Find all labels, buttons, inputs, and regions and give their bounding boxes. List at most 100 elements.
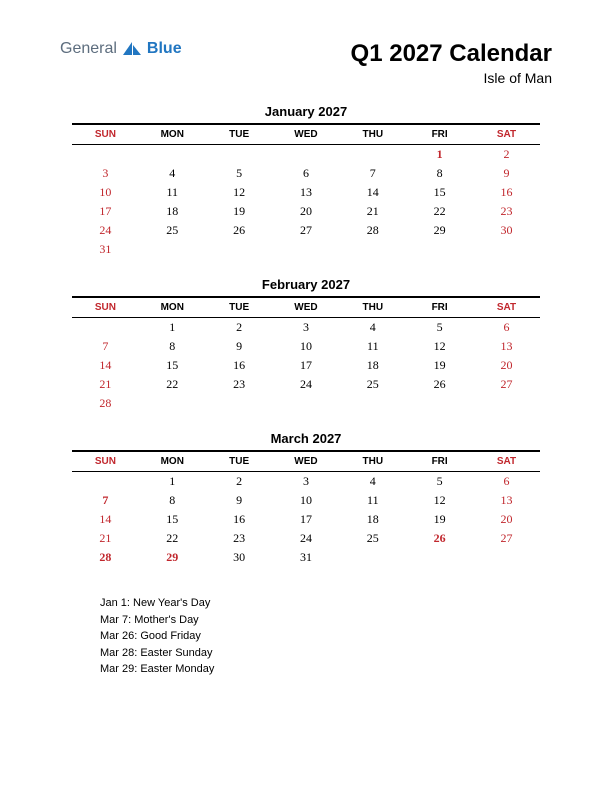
day-cell: 7 <box>72 337 139 356</box>
day-cell: 6 <box>273 164 340 183</box>
day-cell: 18 <box>339 510 406 529</box>
day-cell: 19 <box>206 202 273 221</box>
day-cell: 11 <box>339 491 406 510</box>
day-header: SAT <box>473 297 540 318</box>
day-cell: 23 <box>206 375 273 394</box>
empty-cell <box>206 145 273 165</box>
holiday-list: Jan 1: New Year's DayMar 7: Mother's Day… <box>0 585 612 678</box>
title-block: Q1 2027 Calendar Isle of Man <box>351 40 552 86</box>
holiday-item: Mar 29: Easter Monday <box>100 661 612 678</box>
day-cell: 9 <box>206 337 273 356</box>
header: General Blue Q1 2027 Calendar Isle of Ma… <box>0 0 612 86</box>
day-cell: 23 <box>473 202 540 221</box>
empty-cell <box>139 394 206 413</box>
empty-cell <box>273 145 340 165</box>
day-cell: 11 <box>339 337 406 356</box>
empty-cell <box>473 548 540 567</box>
holiday-item: Jan 1: New Year's Day <box>100 595 612 612</box>
day-header: THU <box>339 124 406 145</box>
calendar-table: SUNMONTUEWEDTHUFRISAT1234567891011121314… <box>72 296 540 413</box>
day-cell: 10 <box>273 337 340 356</box>
day-cell: 4 <box>339 318 406 338</box>
day-cell: 13 <box>473 491 540 510</box>
day-header: TUE <box>206 451 273 472</box>
month-title: January 2027 <box>72 104 540 119</box>
day-cell: 9 <box>473 164 540 183</box>
empty-cell <box>339 548 406 567</box>
day-header: FRI <box>406 451 473 472</box>
empty-cell <box>339 394 406 413</box>
day-header: WED <box>273 297 340 318</box>
day-header: MON <box>139 124 206 145</box>
day-header: THU <box>339 451 406 472</box>
day-cell: 8 <box>139 491 206 510</box>
day-cell: 22 <box>406 202 473 221</box>
day-cell: 5 <box>406 318 473 338</box>
day-cell: 31 <box>273 548 340 567</box>
day-cell: 4 <box>139 164 206 183</box>
day-cell: 22 <box>139 529 206 548</box>
logo-text-blue: Blue <box>147 40 182 58</box>
sail-icon <box>121 41 143 57</box>
day-cell: 21 <box>339 202 406 221</box>
day-cell: 26 <box>406 375 473 394</box>
day-cell: 4 <box>339 472 406 492</box>
day-header: SUN <box>72 297 139 318</box>
day-cell: 1 <box>139 318 206 338</box>
empty-cell <box>72 145 139 165</box>
day-cell: 8 <box>139 337 206 356</box>
day-cell: 21 <box>72 375 139 394</box>
day-cell: 14 <box>72 356 139 375</box>
empty-cell <box>406 548 473 567</box>
day-cell: 8 <box>406 164 473 183</box>
empty-cell <box>72 318 139 338</box>
day-cell: 6 <box>473 318 540 338</box>
day-header: FRI <box>406 124 473 145</box>
day-header: TUE <box>206 297 273 318</box>
day-cell: 9 <box>206 491 273 510</box>
day-cell: 27 <box>273 221 340 240</box>
day-cell: 26 <box>406 529 473 548</box>
empty-cell <box>406 240 473 259</box>
day-cell: 20 <box>273 202 340 221</box>
logo: General Blue <box>60 40 182 58</box>
day-cell: 27 <box>473 375 540 394</box>
day-header: MON <box>139 451 206 472</box>
day-cell: 20 <box>473 356 540 375</box>
day-cell: 15 <box>139 356 206 375</box>
day-cell: 28 <box>72 548 139 567</box>
month-block: February 2027SUNMONTUEWEDTHUFRISAT123456… <box>72 277 540 413</box>
day-cell: 17 <box>72 202 139 221</box>
holiday-item: Mar 28: Easter Sunday <box>100 645 612 662</box>
day-cell: 14 <box>72 510 139 529</box>
empty-cell <box>139 240 206 259</box>
day-cell: 2 <box>206 318 273 338</box>
day-cell: 6 <box>473 472 540 492</box>
calendar-table: SUNMONTUEWEDTHUFRISAT1234567891011121314… <box>72 123 540 259</box>
day-cell: 21 <box>72 529 139 548</box>
day-cell: 29 <box>406 221 473 240</box>
day-cell: 12 <box>206 183 273 202</box>
day-cell: 30 <box>206 548 273 567</box>
empty-cell <box>339 145 406 165</box>
day-cell: 14 <box>339 183 406 202</box>
day-cell: 25 <box>339 375 406 394</box>
empty-cell <box>206 240 273 259</box>
empty-cell <box>406 394 473 413</box>
day-cell: 29 <box>139 548 206 567</box>
day-cell: 5 <box>406 472 473 492</box>
page-subtitle: Isle of Man <box>351 70 552 86</box>
day-header: WED <box>273 451 340 472</box>
day-header: SUN <box>72 451 139 472</box>
day-cell: 16 <box>206 356 273 375</box>
empty-cell <box>206 394 273 413</box>
day-cell: 12 <box>406 337 473 356</box>
day-cell: 24 <box>72 221 139 240</box>
day-cell: 19 <box>406 510 473 529</box>
empty-cell <box>273 394 340 413</box>
day-cell: 17 <box>273 356 340 375</box>
day-cell: 16 <box>473 183 540 202</box>
day-cell: 2 <box>473 145 540 165</box>
day-cell: 24 <box>273 375 340 394</box>
day-cell: 20 <box>473 510 540 529</box>
